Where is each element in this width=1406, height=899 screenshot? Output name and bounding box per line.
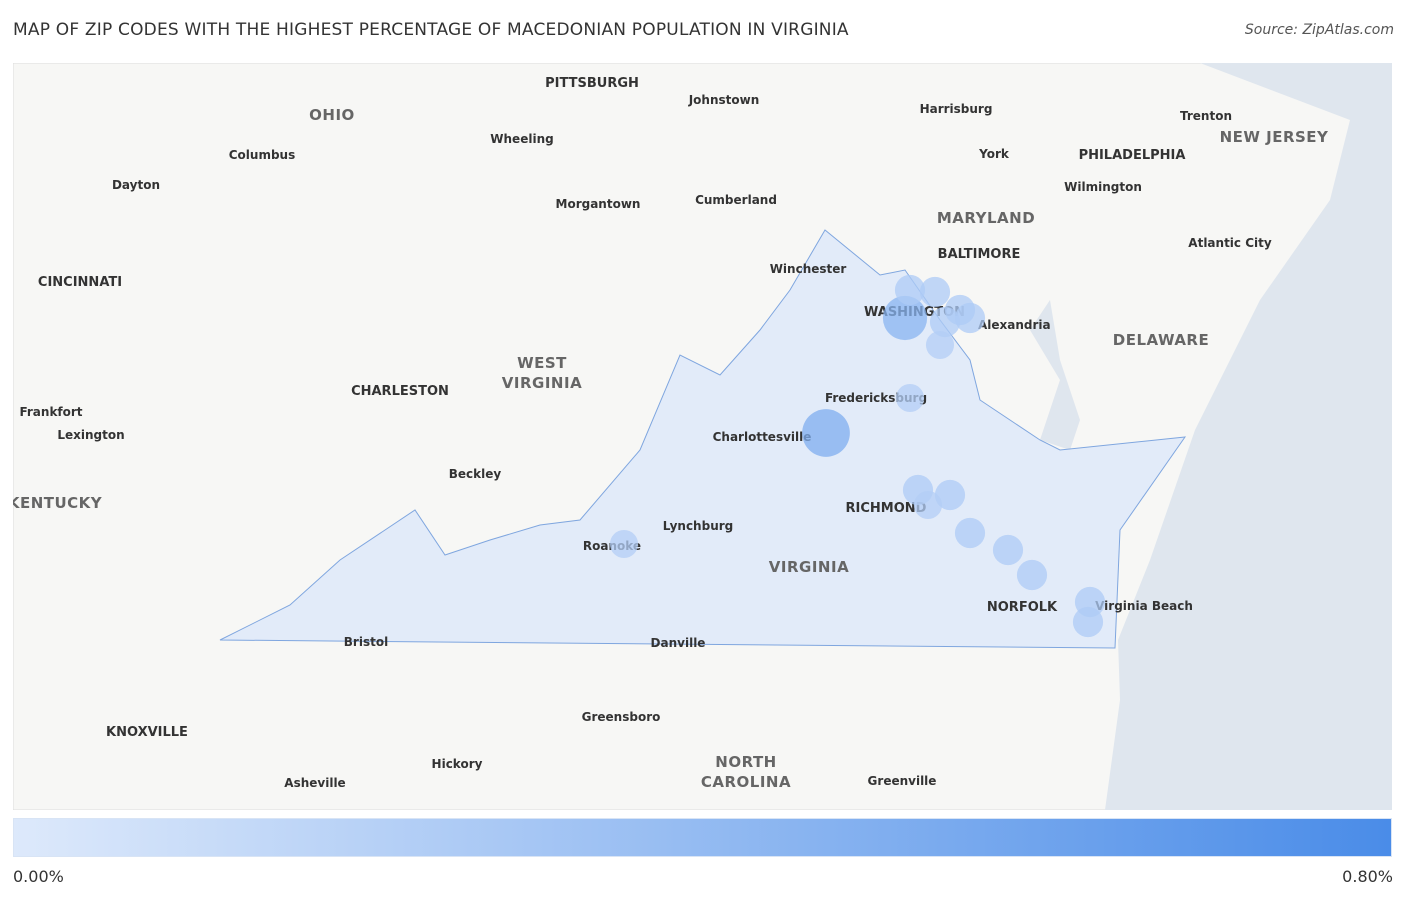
place-label: KENTUCKY	[13, 494, 103, 512]
place-label: NEW JERSEY	[1220, 128, 1329, 146]
title: MAP OF ZIP CODES WITH THE HIGHEST PERCEN…	[13, 20, 849, 40]
place-label: Frankfort	[19, 405, 82, 419]
place-label: Greensboro	[582, 710, 661, 724]
legend-max: 0.80%	[1342, 867, 1393, 886]
source: Source: ZipAtlas.com	[1244, 22, 1394, 38]
place-label: OHIO	[309, 106, 355, 124]
place-label: Wilmington	[1064, 180, 1142, 194]
place-label: Atlantic City	[1188, 236, 1272, 250]
place-label: Trenton	[1180, 109, 1232, 123]
place-label: Bristol	[344, 635, 388, 649]
legend-min: 0.00%	[13, 867, 64, 886]
place-label: Lynchburg	[663, 519, 734, 533]
zip-marker	[802, 409, 850, 457]
place-label: Danville	[651, 636, 706, 650]
zip-marker	[609, 529, 639, 559]
place-label: Hickory	[432, 757, 483, 771]
place-label: Virginia Beach	[1095, 599, 1193, 613]
zip-marker	[1016, 559, 1048, 591]
legend-gradient	[13, 818, 1392, 857]
place-label: VIRGINIA	[769, 558, 849, 576]
zip-marker	[929, 306, 961, 338]
place-label: Harrisburg	[920, 102, 993, 116]
place-label: York	[978, 147, 1010, 161]
place-label: PITTSBURGH	[545, 76, 639, 91]
place-label: WEST	[517, 354, 567, 372]
place-label: RICHMOND	[846, 501, 927, 516]
place-label: Charlottesville	[713, 430, 812, 444]
bay	[1030, 300, 1080, 450]
place-label: NORTH	[715, 753, 776, 771]
place-label: CAROLINA	[701, 773, 791, 791]
place-label: BALTIMORE	[938, 247, 1021, 262]
zip-marker	[895, 383, 925, 413]
place-label: NORFOLK	[987, 600, 1058, 615]
ocean	[1105, 63, 1392, 810]
place-label: Lexington	[57, 428, 124, 442]
zip-marker	[913, 490, 943, 520]
place-label: Dayton	[112, 178, 160, 192]
zip-marker	[1072, 606, 1104, 638]
place-label: CINCINNATI	[38, 275, 122, 290]
place-label: Beckley	[449, 467, 502, 481]
zip-marker	[954, 302, 986, 334]
place-label: Greenville	[868, 774, 937, 788]
place-label: DELAWARE	[1113, 331, 1209, 349]
place-label: Columbus	[229, 148, 296, 162]
zip-marker	[894, 274, 926, 306]
place-label: Morgantown	[556, 197, 641, 211]
place-label: PHILADELPHIA	[1079, 148, 1186, 163]
zip-marker	[934, 479, 966, 511]
place-label: MARYLAND	[937, 209, 1035, 227]
place-label: KNOXVILLE	[106, 725, 188, 740]
place-label: CHARLESTON	[351, 384, 449, 399]
place-label: Wheeling	[490, 132, 553, 146]
place-label: Asheville	[284, 776, 345, 790]
zip-marker	[992, 534, 1024, 566]
map: PITTSBURGH Johnstown OHIO Harrisburg Trenton…	[13, 63, 1392, 810]
place-label: VIRGINIA	[502, 374, 582, 392]
place-label: Cumberland	[695, 193, 777, 207]
place-label: Alexandria	[978, 318, 1051, 332]
zip-marker	[954, 517, 986, 549]
place-label: Winchester	[770, 262, 847, 276]
zip-marker	[882, 295, 928, 341]
zip-marker	[919, 276, 951, 308]
zip-marker	[925, 330, 955, 360]
place-label: Johnstown	[688, 93, 760, 107]
